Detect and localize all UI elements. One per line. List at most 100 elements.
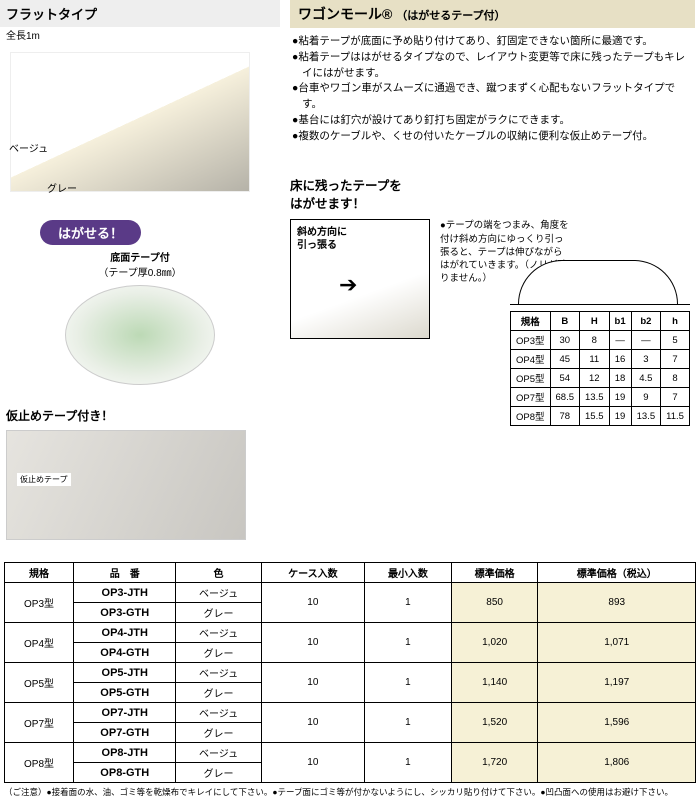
dim-cell: 8 xyxy=(580,331,610,350)
dim-cell: 9 xyxy=(631,388,661,407)
dim-cell: 13.5 xyxy=(580,388,610,407)
feature-bullet: ●台車やワゴン車がスムーズに通過でき、蹴つまずく心配もないフラットタイプです。 xyxy=(292,81,693,113)
removable-badge: はがせる！ xyxy=(40,220,141,245)
price-header: 品 番 xyxy=(74,563,176,583)
color-cell: ベージュ xyxy=(176,583,261,603)
price-table: 規格品 番色ケース入数最小入数標準価格標準価格（税込）OP3型OP3-JTHベー… xyxy=(4,562,696,783)
color-cell: グレー xyxy=(176,603,261,623)
color-label-gray: グレー xyxy=(47,180,77,195)
dim-cell: 11.5 xyxy=(661,407,690,426)
arrow-icon: ➔ xyxy=(339,272,357,298)
dim-cell: 3 xyxy=(631,350,661,369)
color-cell: グレー xyxy=(176,763,261,783)
price-header: 色 xyxy=(176,563,261,583)
spec-cell: OP4型 xyxy=(5,623,74,663)
dim-cell: — xyxy=(609,331,631,350)
spec-cell: OP5型 xyxy=(5,663,74,703)
dim-cell: OP5型 xyxy=(511,369,551,388)
dim-cell: OP3型 xyxy=(511,331,551,350)
feature-bullets: ●粘着テープが底面に予め貼り付けてあり、釘固定できない箇所に最適です。●粘着テー… xyxy=(290,28,695,150)
dim-header: h xyxy=(661,312,690,331)
price-cell: 1,520 xyxy=(451,703,538,743)
dim-header: H xyxy=(580,312,610,331)
dim-cell: 19 xyxy=(609,388,631,407)
price-header: 最小入数 xyxy=(365,563,452,583)
flat-type-title: フラットタイプ xyxy=(0,0,280,27)
dim-cell: OP4型 xyxy=(511,350,551,369)
temp-tape-tag: 仮止めテープ xyxy=(17,473,71,486)
dim-cell: 15.5 xyxy=(580,407,610,426)
price-cell: 1,596 xyxy=(538,703,696,743)
dim-cell: 7 xyxy=(661,350,690,369)
dim-cell: — xyxy=(631,331,661,350)
price-cell: 850 xyxy=(451,583,538,623)
dim-cell: 16 xyxy=(609,350,631,369)
bottom-tape-label: 底面テープ付 （テープ厚0.8㎜） xyxy=(0,249,280,279)
part-number: OP3-GTH xyxy=(74,603,176,623)
feature-bullet: ●粘着テープははがせるタイプなので、レイアウト変更等で床に残ったテープもキレイに… xyxy=(292,50,693,82)
part-number: OP8-GTH xyxy=(74,763,176,783)
price-header: ケース入数 xyxy=(261,563,365,583)
dim-cell: 68.5 xyxy=(550,388,580,407)
color-cell: ベージュ xyxy=(176,663,261,683)
peel-illustration: 斜め方向に 引っ張る ➔ xyxy=(290,219,430,339)
dim-cell: 11 xyxy=(580,350,610,369)
dim-cell: 4.5 xyxy=(631,369,661,388)
dim-cell: 45 xyxy=(550,350,580,369)
dim-cell: 8 xyxy=(661,369,690,388)
color-cell: グレー xyxy=(176,683,261,703)
price-cell: 1,197 xyxy=(538,663,696,703)
spec-cell: OP8型 xyxy=(5,743,74,783)
dim-header: b1 xyxy=(609,312,631,331)
qty-cell: 10 xyxy=(261,743,365,783)
part-number: OP4-GTH xyxy=(74,643,176,663)
color-cell: グレー xyxy=(176,643,261,663)
dim-header: b2 xyxy=(631,312,661,331)
price-header: 標準価格 xyxy=(451,563,538,583)
product-title-bar: ワゴンモール® （はがせるテープ付） xyxy=(290,0,695,28)
price-cell: 1,140 xyxy=(451,663,538,703)
qty-cell: 1 xyxy=(365,583,452,623)
qty-cell: 1 xyxy=(365,663,452,703)
price-cell: 1,720 xyxy=(451,743,538,783)
part-number: OP4-JTH xyxy=(74,623,176,643)
price-cell: 1,806 xyxy=(538,743,696,783)
dim-cell: OP7型 xyxy=(511,388,551,407)
product-photo: ベージュ グレー xyxy=(10,52,250,192)
dim-cell: 7 xyxy=(661,388,690,407)
qty-cell: 10 xyxy=(261,663,365,703)
price-cell: 1,020 xyxy=(451,623,538,663)
feature-bullet: ●基台には釘穴が設けてあり釘打ち固定がラクにできます。 xyxy=(292,113,693,129)
price-cell: 893 xyxy=(538,583,696,623)
product-title: ワゴンモール® xyxy=(298,6,392,22)
temp-tape-title: 仮止めテープ付き！ xyxy=(6,407,280,424)
part-number: OP5-GTH xyxy=(74,683,176,703)
dim-cell: 12 xyxy=(580,369,610,388)
price-header: 規格 xyxy=(5,563,74,583)
feature-bullet: ●複数のケーブルや、くせの付いたケーブルの収納に便利な仮止めテープ付。 xyxy=(292,129,693,145)
dim-cell: 13.5 xyxy=(631,407,661,426)
spec-cell: OP7型 xyxy=(5,703,74,743)
color-cell: グレー xyxy=(176,723,261,743)
tape-cross-section-image xyxy=(65,285,215,385)
qty-cell: 1 xyxy=(365,703,452,743)
cross-section-diagram xyxy=(510,239,690,305)
qty-cell: 10 xyxy=(261,703,365,743)
dim-cell: 5 xyxy=(661,331,690,350)
part-number: OP3-JTH xyxy=(74,583,176,603)
temp-tape-image: 仮止めテープ xyxy=(6,430,246,540)
dim-cell: 54 xyxy=(550,369,580,388)
qty-cell: 10 xyxy=(261,583,365,623)
part-number: OP5-JTH xyxy=(74,663,176,683)
footer-note: （ご注意）●接着面の水、油、ゴミ等を乾燥布でキレイにして下さい。●テープ面にゴミ… xyxy=(4,787,696,798)
qty-cell: 1 xyxy=(365,623,452,663)
peel-title: 床に残ったテープを はがせます！ xyxy=(290,178,695,213)
spec-cell: OP3型 xyxy=(5,583,74,623)
product-title-sub: （はがせるテープ付） xyxy=(396,10,505,22)
dim-cell: 78 xyxy=(550,407,580,426)
part-number: OP7-GTH xyxy=(74,723,176,743)
dim-cell: 19 xyxy=(609,407,631,426)
flat-type-length: 全長1m xyxy=(0,27,280,42)
part-number: OP7-JTH xyxy=(74,703,176,723)
color-cell: ベージュ xyxy=(176,623,261,643)
